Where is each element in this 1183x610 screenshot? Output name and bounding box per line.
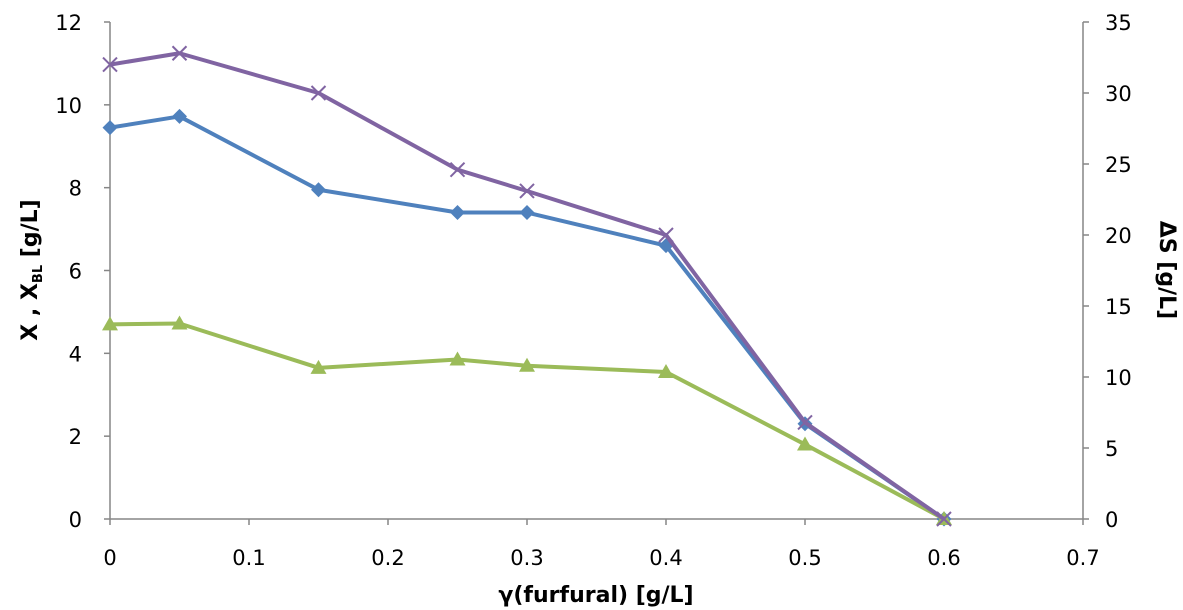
x-tick-label: 0.7 bbox=[1066, 546, 1099, 570]
data-point bbox=[102, 120, 118, 136]
tick-labels: 0 0.1 0.2 0.3 0.4 0.5 0.6 0.7024681012051015202… bbox=[55, 11, 1131, 570]
data-point bbox=[102, 56, 118, 73]
x-tick-label: 0.2 bbox=[371, 546, 404, 570]
y2-tick-label: 30 bbox=[1105, 82, 1132, 106]
y2-tick-label: 5 bbox=[1105, 437, 1118, 461]
series-diamond bbox=[102, 108, 952, 527]
data-point bbox=[797, 414, 813, 431]
data-point bbox=[519, 205, 535, 221]
y-tick-label: 2 bbox=[69, 425, 82, 449]
y2-tick-label: 10 bbox=[1105, 366, 1132, 390]
y2-tick-label: 15 bbox=[1105, 295, 1132, 319]
data-point bbox=[172, 108, 187, 124]
y-tick-label: 0 bbox=[69, 508, 82, 532]
x-tick-label: 0 bbox=[103, 546, 116, 570]
y2-axis-title: ΔS [g/L] bbox=[1154, 221, 1179, 319]
y-tick-label: 4 bbox=[69, 342, 82, 366]
data-point bbox=[519, 183, 535, 199]
y-tick-label: 10 bbox=[55, 94, 82, 118]
y-axis-title-unit: [g/L] bbox=[18, 199, 43, 265]
y2-tick-label: 20 bbox=[1105, 224, 1132, 248]
axes bbox=[109, 22, 1084, 520]
x-tick-label: 0.4 bbox=[649, 546, 682, 570]
data-point bbox=[449, 351, 466, 366]
data-point bbox=[658, 363, 674, 378]
y-tick-label: 6 bbox=[69, 260, 82, 284]
tick-marks bbox=[104, 21, 1089, 525]
series-group bbox=[102, 45, 952, 527]
data-point bbox=[310, 85, 327, 101]
y-axis-title-main: X , X bbox=[18, 283, 43, 341]
data-point bbox=[936, 511, 952, 527]
data-point bbox=[797, 436, 813, 451]
data-point bbox=[310, 359, 327, 374]
series-line bbox=[109, 51, 946, 521]
series-line bbox=[109, 321, 945, 521]
y-tick-label: 12 bbox=[55, 11, 82, 35]
y-axis-title: X , XBL [g/L] bbox=[18, 199, 46, 340]
data-point bbox=[171, 315, 188, 330]
data-point bbox=[450, 205, 465, 221]
data-point bbox=[658, 227, 674, 243]
series-x bbox=[102, 45, 952, 527]
data-point bbox=[102, 316, 118, 331]
data-point bbox=[311, 182, 326, 198]
y2-tick-label: 25 bbox=[1105, 153, 1132, 177]
x-tick-label: 0.6 bbox=[927, 546, 960, 570]
y2-tick-label: 35 bbox=[1105, 11, 1132, 35]
x-tick-label: 0.3 bbox=[510, 546, 543, 570]
series-line bbox=[109, 114, 946, 521]
x-axis-title: γ(furfural) [g/L] bbox=[498, 583, 693, 608]
y2-tick-label: 0 bbox=[1105, 508, 1118, 532]
series-triangle bbox=[102, 315, 952, 525]
data-point bbox=[519, 357, 535, 372]
y-axis-title-subscript: BL bbox=[31, 265, 46, 283]
data-point bbox=[171, 45, 188, 61]
x-tick-label: 0.1 bbox=[232, 546, 265, 570]
x-tick-label: 0.5 bbox=[788, 546, 821, 570]
y-tick-label: 8 bbox=[69, 177, 82, 201]
data-point bbox=[449, 161, 466, 178]
